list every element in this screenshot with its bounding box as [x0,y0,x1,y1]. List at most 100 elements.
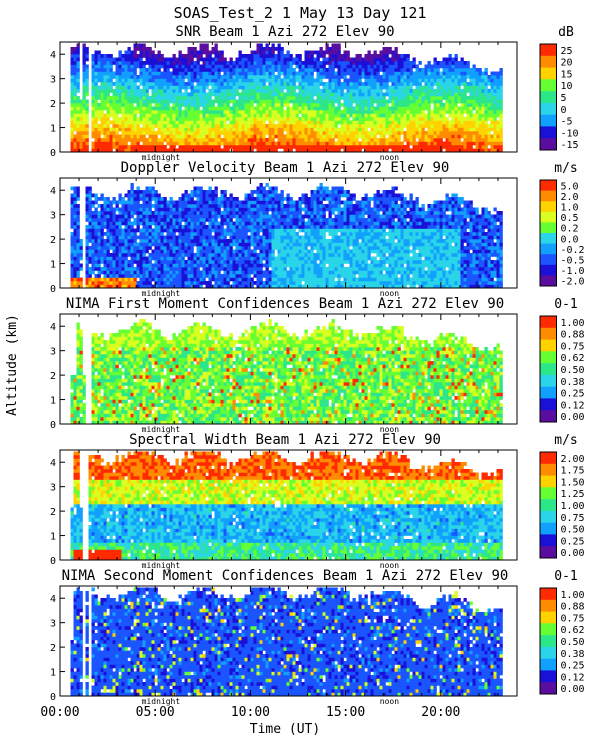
heatmap-cell [385,68,389,72]
heatmap-cell [151,92,155,97]
heatmap-cell [193,242,197,247]
heatmap-cell [235,92,239,97]
heatmap-cell [136,127,140,132]
heatmap-cell [253,131,257,135]
heatmap-cell [472,92,476,97]
heatmap-cell [310,134,314,139]
heatmap-cell [406,127,410,132]
heatmap-cell [295,141,299,146]
heatmap-cell [478,117,482,121]
heatmap-cell [316,61,320,65]
heatmap-cell [166,92,170,97]
heatmap-cell [286,131,290,135]
heatmap-cell [283,110,287,114]
heatmap-cell [175,214,179,219]
heatmap-cell [214,71,218,76]
heatmap-cell [79,246,83,250]
heatmap-cell [121,57,125,62]
heatmap-cell [238,57,242,62]
heatmap-cell [235,61,239,65]
heatmap-cell [97,249,101,254]
heatmap-cell [223,145,227,149]
heatmap-cell [97,267,101,271]
heatmap-cell [310,75,314,79]
heatmap-cell [268,50,272,55]
heatmap-cell [397,64,401,69]
heatmap-cell [493,141,497,146]
heatmap-cell [265,43,269,48]
heatmap-cell [337,54,341,58]
heatmap-cell [127,106,131,111]
heatmap-cell [91,145,95,149]
heatmap-cell [166,253,170,257]
heatmap-cell [190,113,194,118]
heatmap-cell [364,75,368,79]
heatmap-cell [100,57,104,62]
heatmap-cell [484,117,488,121]
heatmap-cell [196,78,200,83]
heatmap-cell [202,96,206,100]
heatmap-cell [139,47,143,51]
heatmap-cell [406,54,410,58]
heatmap-cell [418,138,422,142]
heatmap-cell [406,113,410,118]
heatmap-cell [163,263,167,268]
heatmap-cell [136,256,140,261]
heatmap-cell [181,103,185,107]
heatmap-cell [322,61,326,65]
heatmap-cell [265,57,269,62]
heatmap-cell [331,68,335,72]
heatmap-cell [421,117,425,121]
heatmap-cell [85,124,89,128]
heatmap-cell [235,117,239,121]
heatmap-cell [121,117,125,121]
heatmap-cell [109,138,113,142]
heatmap-cell [154,232,158,236]
heatmap-cell [112,225,116,229]
heatmap-cell [286,85,290,90]
heatmap-cell [142,218,146,222]
heatmap-cell [199,110,203,114]
heatmap-cell [337,96,341,100]
heatmap-cell [367,117,371,121]
heatmap-cell [115,113,119,118]
heatmap-cell [106,204,110,208]
heatmap-cell [295,103,299,107]
heatmap-cell [124,145,128,149]
heatmap-cell [76,89,80,93]
heatmap-cell [70,200,74,205]
heatmap-cell [115,110,119,114]
heatmap-cell [142,124,146,128]
heatmap-cell [292,68,296,72]
heatmap-cell [325,71,329,76]
heatmap-cell [196,134,200,139]
heatmap-cell [169,96,173,100]
heatmap-cell [145,190,149,194]
heatmap-cell [76,267,80,271]
heatmap-cell [157,127,161,132]
heatmap-cell [76,71,80,76]
heatmap-cell [253,141,257,146]
heatmap-cell [133,270,137,275]
heatmap-cell [148,96,152,100]
heatmap-cell [355,85,359,90]
heatmap-cell [313,145,317,149]
heatmap-cell [406,57,410,62]
heatmap-cell [118,249,122,254]
heatmap-cell [154,242,158,247]
heatmap-cell [121,103,125,107]
heatmap-cell [184,218,188,222]
heatmap-cell [421,92,425,97]
heatmap-cell [475,78,479,83]
heatmap-cell [469,113,473,118]
heatmap-cell [184,92,188,97]
heatmap-cell [151,267,155,271]
heatmap-cell [244,96,248,100]
heatmap-cell [103,207,107,212]
heatmap-cell [439,117,443,121]
heatmap-cell [481,124,485,128]
heatmap-cell [316,85,320,90]
heatmap-cell [199,82,203,86]
heatmap-cell [493,96,497,100]
heatmap-cell [115,124,119,128]
